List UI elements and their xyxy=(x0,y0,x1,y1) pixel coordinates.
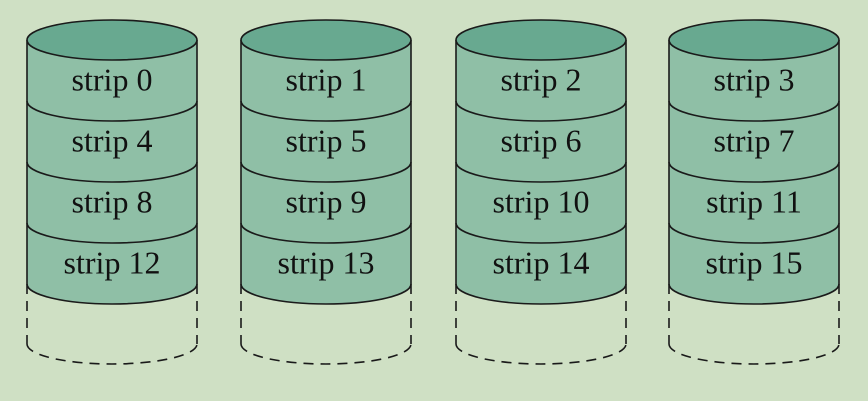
strip-label: strip 13 xyxy=(278,245,375,281)
disk-body xyxy=(241,40,411,304)
strip-divider xyxy=(668,283,840,305)
strip-divider xyxy=(240,161,412,183)
disk-1: strip 1 strip 5 strip 9 strip 13 xyxy=(240,19,412,365)
strip-label: strip 3 xyxy=(714,62,795,98)
strip-label: strip 4 xyxy=(72,123,153,159)
strip-label: strip 8 xyxy=(72,184,153,220)
strip-label: strip 15 xyxy=(706,245,803,281)
disk-top-cap xyxy=(240,19,412,61)
disk-top-cap xyxy=(668,19,840,61)
disk-2: strip 2 strip 6 strip 10 strip 14 xyxy=(455,19,627,365)
dashed-bottom-arc xyxy=(668,343,840,365)
strip-label: strip 5 xyxy=(286,123,367,159)
strip-divider xyxy=(668,161,840,183)
strip-divider xyxy=(240,100,412,122)
dashed-bottom-arc xyxy=(240,343,412,365)
dashed-bottom-arc xyxy=(26,343,198,365)
strip-divider xyxy=(240,222,412,244)
strip-label: strip 14 xyxy=(493,245,590,281)
disk-body xyxy=(456,40,626,304)
strip-divider xyxy=(668,222,840,244)
disk-body xyxy=(669,40,839,304)
strip-divider xyxy=(455,222,627,244)
strip-label: strip 6 xyxy=(501,123,582,159)
disk-body xyxy=(27,40,197,304)
strip-label: strip 0 xyxy=(72,62,153,98)
strip-divider xyxy=(455,100,627,122)
strip-label: strip 12 xyxy=(64,245,161,281)
strip-label: strip 9 xyxy=(286,184,367,220)
disk-top-cap xyxy=(26,19,198,61)
strip-divider xyxy=(668,100,840,122)
disk-3: strip 3 strip 7 strip 11 strip 15 xyxy=(668,19,840,365)
strip-label: strip 7 xyxy=(714,123,795,159)
dashed-bottom-arc xyxy=(455,343,627,365)
strip-divider xyxy=(26,222,198,244)
disk-0: strip 0 strip 4 strip 8 strip 12 xyxy=(26,19,198,365)
strip-divider xyxy=(240,283,412,305)
strip-divider xyxy=(26,283,198,305)
strip-label: strip 2 xyxy=(501,62,582,98)
strip-divider xyxy=(455,283,627,305)
strip-label: strip 1 xyxy=(286,62,367,98)
disk-top-cap xyxy=(455,19,627,61)
strip-label: strip 11 xyxy=(706,184,802,220)
strip-label: strip 10 xyxy=(493,184,590,220)
strip-divider xyxy=(455,161,627,183)
strip-divider xyxy=(26,100,198,122)
strip-divider xyxy=(26,161,198,183)
